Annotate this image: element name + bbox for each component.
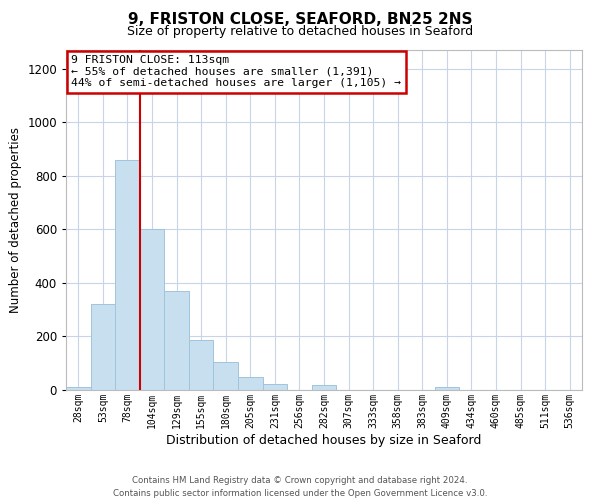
Bar — [312, 384, 336, 390]
X-axis label: Distribution of detached houses by size in Seaford: Distribution of detached houses by size … — [166, 434, 482, 446]
Bar — [140, 230, 164, 390]
Bar — [189, 340, 214, 390]
Text: 9, FRISTON CLOSE, SEAFORD, BN25 2NS: 9, FRISTON CLOSE, SEAFORD, BN25 2NS — [128, 12, 472, 28]
Bar — [214, 362, 238, 390]
Bar — [164, 291, 189, 390]
Bar — [115, 160, 140, 390]
Bar — [434, 387, 459, 390]
Y-axis label: Number of detached properties: Number of detached properties — [8, 127, 22, 313]
Bar — [91, 304, 115, 390]
Text: Size of property relative to detached houses in Seaford: Size of property relative to detached ho… — [127, 25, 473, 38]
Text: 9 FRISTON CLOSE: 113sqm
← 55% of detached houses are smaller (1,391)
44% of semi: 9 FRISTON CLOSE: 113sqm ← 55% of detache… — [71, 55, 401, 88]
Bar — [66, 388, 91, 390]
Bar — [263, 384, 287, 390]
Bar — [238, 378, 263, 390]
Text: Contains HM Land Registry data © Crown copyright and database right 2024.
Contai: Contains HM Land Registry data © Crown c… — [113, 476, 487, 498]
